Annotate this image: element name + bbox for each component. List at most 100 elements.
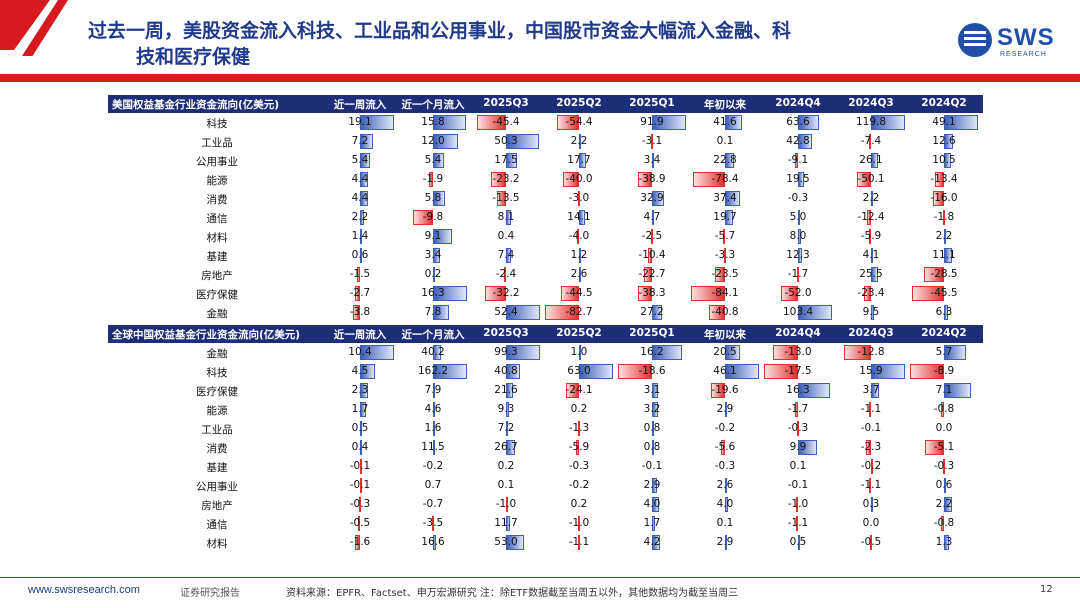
negative-flow-bar	[618, 364, 652, 379]
flow-value: -0.2	[422, 460, 444, 472]
sector-label: 金融	[206, 308, 228, 320]
flow-value: -24.1	[565, 384, 593, 396]
sector-label: 金融	[206, 348, 228, 360]
value-cell: 1.2	[545, 247, 613, 264]
value-cell: -28.5	[910, 266, 978, 283]
positive-flow-bar	[360, 364, 375, 379]
value-cell: 2.9	[691, 401, 759, 418]
flow-value: -5.9	[568, 441, 590, 453]
footer-url-link[interactable]: www.swsresearch.com	[28, 584, 140, 596]
positive-flow-bar	[652, 383, 658, 398]
positive-flow-bar	[652, 345, 682, 360]
value-cell: 40.2	[399, 344, 467, 361]
sector-label: 基建	[206, 462, 228, 474]
value-cell: 53.0	[472, 534, 540, 551]
flow-value: 10.5	[932, 154, 956, 166]
negative-flow-bar	[940, 402, 944, 417]
sws-logo-icon	[958, 23, 992, 57]
positive-flow-bar	[506, 248, 511, 263]
value-cell: -1.9	[399, 171, 467, 188]
value-cell: -7.4	[837, 133, 905, 150]
flow-value: -18.6	[638, 365, 666, 377]
value-cell: 9.3	[472, 401, 540, 418]
positive-flow-bar	[652, 402, 658, 417]
value-cell: -3.8	[326, 304, 394, 321]
negative-flow-bar	[505, 497, 508, 512]
flow-value: -0.1	[349, 479, 371, 491]
value-cell: 2.6	[545, 266, 613, 283]
flow-value: 27.2	[640, 306, 664, 318]
value-cell: 5.8	[399, 190, 467, 207]
value-cell: 2.9	[691, 534, 759, 551]
negative-flow-bar	[868, 134, 871, 149]
positive-flow-bar	[360, 134, 373, 149]
value-cell: 3.2	[618, 401, 686, 418]
flow-value: 5.7	[935, 346, 953, 358]
table-row: 消费 0.4 11.5 26.7 -5.9 0.8 -5.6 9.9 -2.3 -5.1	[108, 438, 983, 457]
value-cell: -1.0	[545, 515, 613, 532]
value-cell: 0.0	[837, 515, 905, 532]
positive-flow-bar	[579, 248, 581, 263]
value-cell: -5.6	[691, 439, 759, 456]
value-cell: -10.4	[618, 247, 686, 264]
flow-value: 0.1	[497, 479, 515, 491]
flow-value: -1.1	[860, 479, 882, 491]
flow-value: -40.0	[565, 173, 593, 185]
table-row: 房地产 -1.5 0.2 -2.4 2.6 -22.7 -23.5 -1.7 25.5 -28.5	[108, 265, 983, 284]
flow-value: -5.1	[933, 441, 955, 453]
positive-flow-bar	[506, 421, 509, 436]
flow-value: -52.0	[784, 287, 812, 299]
sector-label: 房地产	[201, 500, 233, 512]
negative-flow-bar	[353, 305, 360, 320]
flow-value: -38.3	[638, 287, 666, 299]
value-cell: 4.5	[326, 363, 394, 380]
value-cell: -1.5	[326, 266, 394, 283]
value-cell: -0.3	[545, 458, 613, 475]
table-row: 科技 4.5 162.2 40.8 63.0 -18.6 46.1 -17.5 15.9 -8.9	[108, 362, 983, 381]
table-row: 通信 -0.5 -3.5 11.7 -1.0 1.7 0.1 -1.1 0.0 -0.8	[108, 514, 983, 533]
value-cell: 5.7	[910, 344, 978, 361]
positive-flow-bar	[433, 115, 466, 130]
negative-flow-bar	[578, 535, 581, 550]
negative-flow-bar	[772, 345, 798, 360]
value-cell: 11.1	[910, 247, 978, 264]
negative-flow-bar	[497, 191, 506, 206]
value-cell: 21.6	[472, 382, 540, 399]
value-cell: 3.4	[399, 247, 467, 264]
flow-value: -10.4	[638, 249, 666, 261]
positive-flow-bar	[433, 383, 435, 398]
value-cell: -9.1	[764, 152, 832, 169]
flow-value: 5.4	[351, 154, 369, 166]
value-cell: -0.3	[764, 420, 832, 437]
positive-flow-bar	[433, 364, 467, 379]
positive-flow-bar	[652, 115, 686, 130]
value-cell: 4.1	[837, 247, 905, 264]
value-cell: 3.4	[618, 152, 686, 169]
flow-value: -0.2	[568, 479, 590, 491]
value-cell: 32.9	[618, 190, 686, 207]
flow-value: 0.2	[570, 403, 588, 415]
flow-value: -5.7	[714, 230, 736, 242]
flow-value: 2.6	[570, 268, 588, 280]
flow-value: 7.8	[424, 306, 442, 318]
flow-value: -28.5	[930, 268, 958, 280]
negative-flow-bar	[710, 383, 725, 398]
flow-value: 1.4	[351, 230, 369, 242]
positive-flow-bar	[725, 115, 742, 130]
value-cell: 0.8	[618, 420, 686, 437]
flow-value: -0.1	[860, 422, 882, 434]
flow-value: -0.3	[714, 460, 736, 472]
value-cell: 1.3	[910, 534, 978, 551]
positive-flow-bar	[871, 248, 873, 263]
flow-value: -1.8	[933, 211, 955, 223]
flow-value: 7.9	[424, 384, 442, 396]
value-cell: 27.2	[618, 304, 686, 321]
flow-value: 17.5	[494, 154, 518, 166]
value-cell: 4.0	[691, 496, 759, 513]
flow-value: -50.1	[857, 173, 885, 185]
flow-value: -0.5	[349, 517, 371, 529]
value-cell: -0.2	[545, 477, 613, 494]
positive-flow-bar	[579, 210, 585, 225]
positive-flow-bar	[360, 153, 370, 168]
negative-flow-bar	[432, 516, 435, 531]
